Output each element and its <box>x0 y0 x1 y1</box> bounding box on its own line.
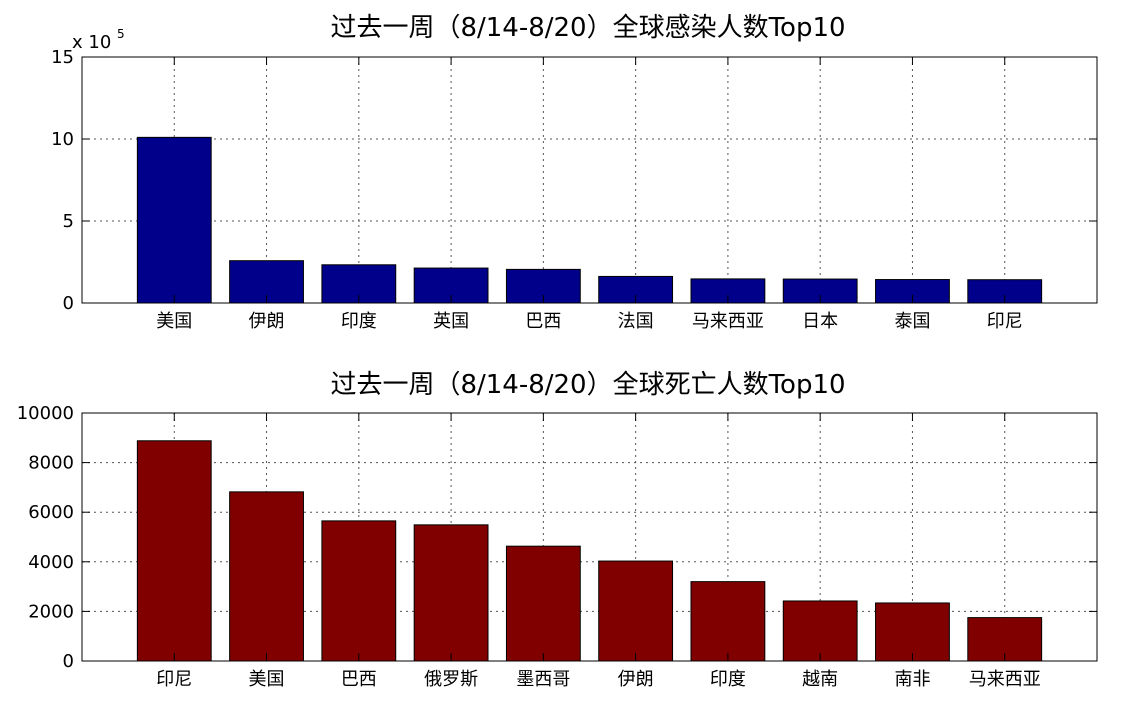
plot-frame-infections <box>81 56 1098 304</box>
x-tick-label: 伊朗 <box>249 311 285 332</box>
y-tick-label: 10 <box>51 129 74 150</box>
x-tick-label: 巴西 <box>341 669 377 690</box>
x-tick-label: 法国 <box>618 311 654 332</box>
chart-deaths: 过去一周（8/14-8/20）全球死亡人数Top10 0 2000 4000 6000… <box>17 370 1098 690</box>
y-scale-label: x 10 5 <box>72 27 125 53</box>
y-tick-label: 0 <box>63 293 74 314</box>
x-tick-label: 俄罗斯 <box>424 669 478 690</box>
bar <box>321 520 397 662</box>
y-tick-label: 10000 <box>17 403 74 424</box>
y-tick-label: 5 <box>63 211 74 232</box>
chart-title-infections: 过去一周（8/14-8/20）全球感染人数Top10 <box>330 13 845 43</box>
x-tick-label: 日本 <box>802 311 838 332</box>
plot-frame-deaths <box>81 412 1098 662</box>
x-tick-label: 马来西亚 <box>969 669 1041 690</box>
bar <box>598 560 674 662</box>
x-tick-label: 印尼 <box>156 669 192 690</box>
bar <box>505 545 581 662</box>
x-tick-label: 印度 <box>341 311 377 332</box>
bar <box>229 491 304 662</box>
y-tick-label: 4000 <box>28 552 74 573</box>
x-tick-label: 美国 <box>156 311 192 332</box>
y-scale-base: x 10 <box>72 32 111 53</box>
x-tick-label: 伊朗 <box>618 669 654 690</box>
x-tick-label: 泰国 <box>894 311 930 332</box>
y-scale-exponent: 5 <box>117 27 125 41</box>
x-tick-label: 巴西 <box>525 311 561 332</box>
chart-infections: 过去一周（8/14-8/20）全球感染人数Top10 x 10 5 0 5 10 15… <box>51 13 1098 332</box>
bar <box>875 602 950 662</box>
y-tick-label: 8000 <box>28 453 74 474</box>
bar <box>782 600 858 662</box>
x-tick-label: 美国 <box>249 669 285 690</box>
x-tick-label: 越南 <box>802 669 838 690</box>
bar <box>413 524 489 662</box>
y-tick-label: 15 <box>51 47 74 68</box>
y-tick-label: 0 <box>63 651 74 672</box>
x-tick-label: 马来西亚 <box>692 311 764 332</box>
bar <box>136 440 212 662</box>
x-tick-label: 英国 <box>433 311 469 332</box>
x-tick-label: 印尼 <box>987 311 1023 332</box>
x-tick-label: 南非 <box>894 669 930 690</box>
bar <box>690 581 766 662</box>
y-tick-label: 2000 <box>28 601 74 622</box>
x-tick-label: 印度 <box>710 669 746 690</box>
bar <box>136 136 212 304</box>
x-tick-label: 墨西哥 <box>516 669 570 690</box>
y-tick-label: 6000 <box>28 502 74 523</box>
chart-title-deaths: 过去一周（8/14-8/20）全球死亡人数Top10 <box>330 370 845 400</box>
